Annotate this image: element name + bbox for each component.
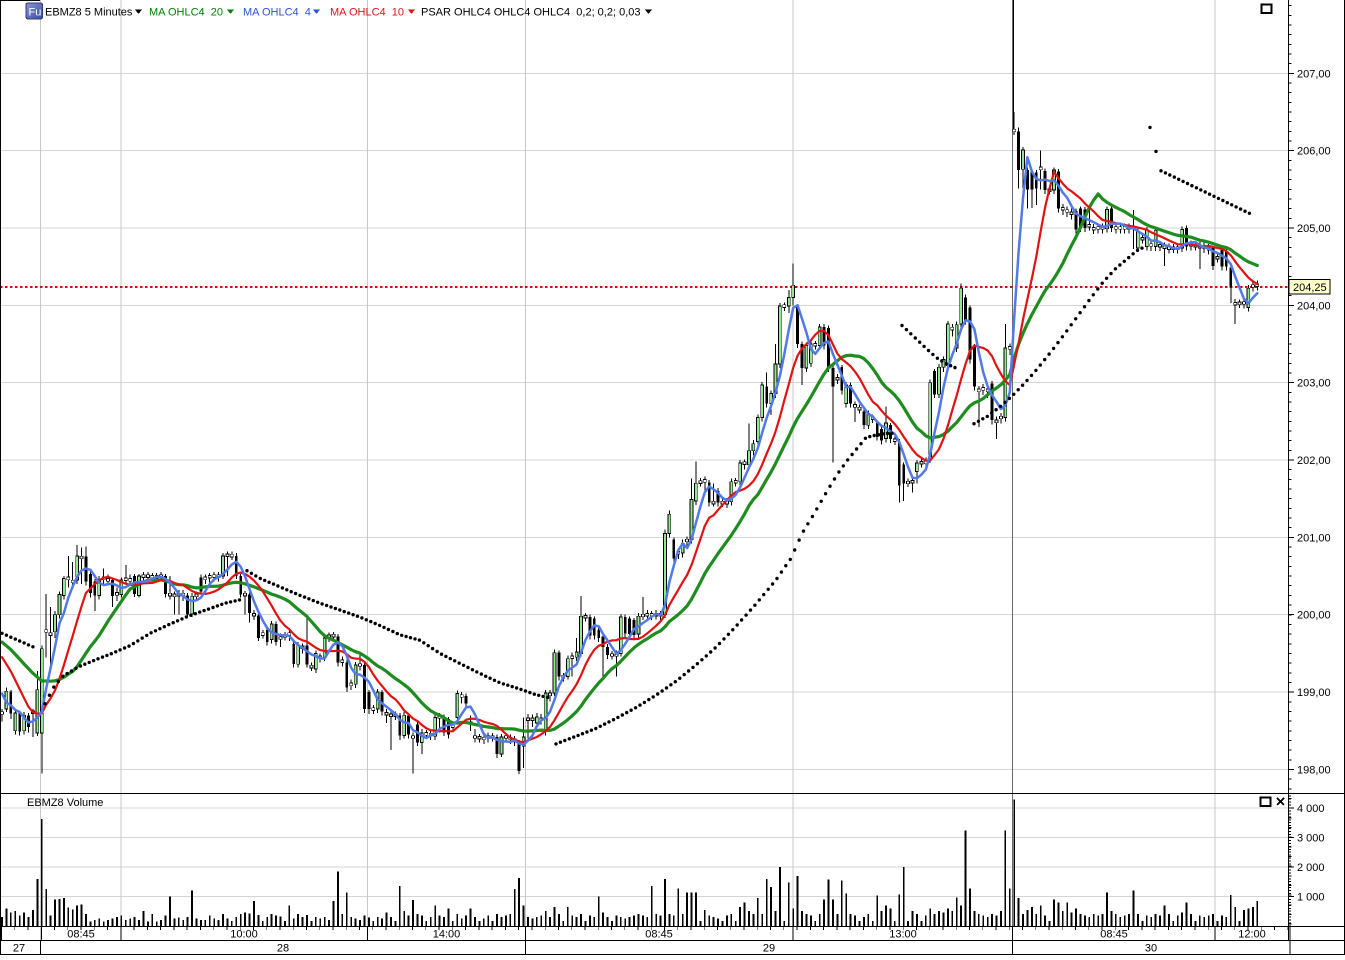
svg-text:14:00: 14:00 xyxy=(433,929,461,941)
svg-text:Fu: Fu xyxy=(29,7,42,19)
svg-text:08:45: 08:45 xyxy=(67,929,95,941)
svg-text:30: 30 xyxy=(1145,943,1157,955)
svg-text:207,00: 207,00 xyxy=(1297,68,1331,80)
svg-text:201,00: 201,00 xyxy=(1297,532,1331,544)
svg-text:206,00: 206,00 xyxy=(1297,146,1331,158)
svg-text:2 000: 2 000 xyxy=(1297,862,1325,874)
svg-text:08:45: 08:45 xyxy=(645,929,673,941)
svg-text:3 000: 3 000 xyxy=(1297,833,1325,845)
svg-text:29: 29 xyxy=(763,943,775,955)
svg-text:EBMZ8 Volume: EBMZ8 Volume xyxy=(27,797,103,809)
svg-text:MA OHLC4 20: MA OHLC4 20 xyxy=(149,7,223,19)
svg-text:08:45: 08:45 xyxy=(1100,929,1128,941)
svg-text:27: 27 xyxy=(13,943,25,955)
svg-text:MA OHLC4 10: MA OHLC4 10 xyxy=(330,7,404,19)
svg-text:EBMZ8 5 Minutes: EBMZ8 5 Minutes xyxy=(45,7,133,19)
svg-text:10:00: 10:00 xyxy=(230,929,258,941)
svg-text:204,25: 204,25 xyxy=(1293,282,1327,294)
svg-text:MA OHLC4 4: MA OHLC4 4 xyxy=(243,7,311,19)
svg-text:205,00: 205,00 xyxy=(1297,223,1331,235)
svg-text:198,00: 198,00 xyxy=(1297,764,1331,776)
svg-text:4 000: 4 000 xyxy=(1297,803,1325,815)
svg-text:12:00: 12:00 xyxy=(1238,929,1266,941)
svg-text:PSAR OHLC4 OHLC4 OHLC4 0,2; 0: PSAR OHLC4 OHLC4 OHLC4 0,2; 0,2; 0,03 xyxy=(421,7,641,19)
svg-text:1 000: 1 000 xyxy=(1297,892,1325,904)
svg-text:199,00: 199,00 xyxy=(1297,687,1331,699)
svg-text:204,00: 204,00 xyxy=(1297,300,1331,312)
svg-text:203,00: 203,00 xyxy=(1297,378,1331,390)
svg-text:202,00: 202,00 xyxy=(1297,455,1331,467)
svg-text:28: 28 xyxy=(277,943,289,955)
svg-text:13:00: 13:00 xyxy=(889,929,917,941)
svg-text:200,00: 200,00 xyxy=(1297,610,1331,622)
